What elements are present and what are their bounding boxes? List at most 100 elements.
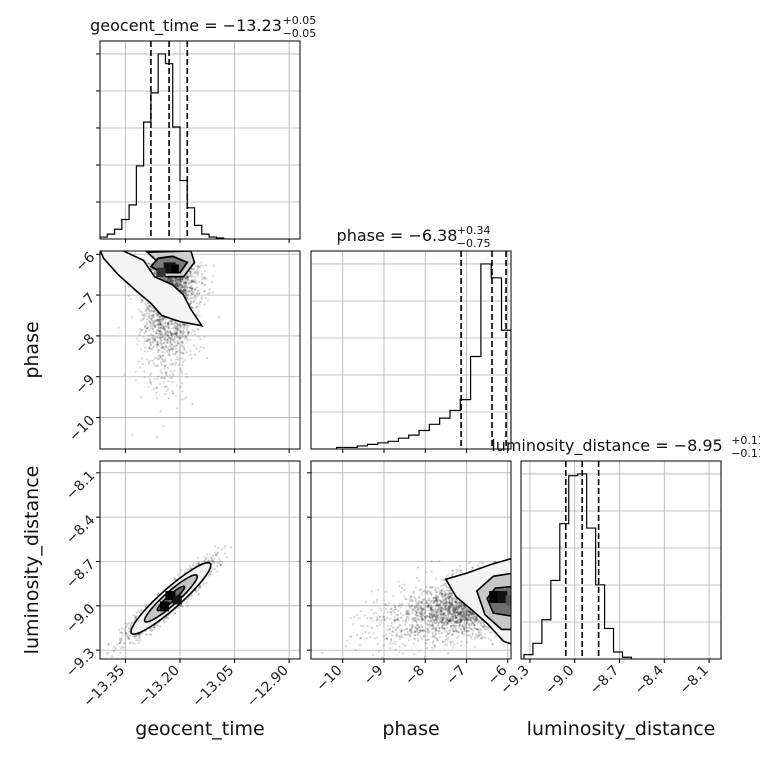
sample-point xyxy=(166,333,169,336)
sample-point xyxy=(159,340,162,343)
sample-point xyxy=(197,266,200,269)
sample-point xyxy=(173,283,176,286)
sample-point xyxy=(195,347,198,350)
sample-point xyxy=(169,341,172,344)
sample-point xyxy=(181,285,184,288)
sample-point xyxy=(174,280,177,283)
sample-point xyxy=(169,341,172,344)
sample-point xyxy=(145,329,148,332)
sample-point xyxy=(181,341,184,345)
sample-point xyxy=(169,280,172,283)
sample-point xyxy=(178,346,181,349)
sample-point xyxy=(155,397,158,400)
sample-point xyxy=(147,362,151,365)
sample-point xyxy=(187,332,190,335)
sample-point xyxy=(159,326,162,329)
sample-point xyxy=(182,281,186,284)
sample-point xyxy=(161,319,164,322)
sample-point xyxy=(223,552,227,555)
sample-point xyxy=(184,280,187,283)
sample-point xyxy=(146,261,149,265)
panel-title-phase: phase = −6.38 xyxy=(337,226,458,245)
sample-point xyxy=(171,362,174,365)
sample-point xyxy=(213,568,217,571)
sample-point xyxy=(149,381,152,384)
sample-point xyxy=(146,337,149,340)
sample-point xyxy=(152,321,156,324)
sample-point xyxy=(162,322,165,326)
sample-point xyxy=(161,358,164,361)
sample-point xyxy=(162,377,166,380)
sample-point xyxy=(159,322,162,325)
sample-point xyxy=(158,321,161,324)
sample-point xyxy=(140,348,143,351)
sample-point xyxy=(175,284,178,287)
sample-point xyxy=(138,339,141,343)
sample-point xyxy=(186,278,189,282)
sample-point xyxy=(150,317,153,321)
sample-point xyxy=(185,351,188,354)
sample-point xyxy=(174,322,177,325)
sample-point xyxy=(163,365,167,368)
sample-point xyxy=(216,570,219,573)
sample-point xyxy=(174,363,177,366)
sample-point xyxy=(159,323,162,326)
sample-point xyxy=(165,341,169,344)
sample-point xyxy=(203,270,206,273)
sample-point xyxy=(186,330,189,334)
sample-point xyxy=(148,321,152,324)
sample-point xyxy=(158,342,162,345)
sample-point xyxy=(197,272,200,275)
sample-point xyxy=(127,637,130,640)
sample-point xyxy=(148,306,151,309)
sample-point xyxy=(181,323,184,326)
sample-point xyxy=(182,291,185,295)
hist-panel-phase: phase = −6.38 +0.34−0.75 xyxy=(310,224,512,453)
sample-point xyxy=(166,366,169,369)
sample-point xyxy=(134,370,137,373)
sample-point xyxy=(168,354,171,357)
sample-point xyxy=(151,337,155,340)
sample-point xyxy=(176,284,179,287)
sample-point xyxy=(177,324,181,327)
sample-point xyxy=(191,292,195,295)
sample-point xyxy=(137,636,140,639)
sample-point xyxy=(164,371,167,375)
sample-point xyxy=(166,338,169,341)
sample-point xyxy=(181,333,184,336)
sample-point xyxy=(164,373,167,376)
sample-point xyxy=(188,289,191,293)
sample-point xyxy=(188,338,192,341)
sample-point xyxy=(175,277,178,280)
panel-frame xyxy=(310,250,512,450)
sample-point xyxy=(166,374,169,377)
sample-point xyxy=(162,355,165,358)
sample-point xyxy=(183,326,186,329)
sample-point xyxy=(159,330,162,333)
panel-frame xyxy=(520,460,722,660)
sample-point xyxy=(149,326,152,330)
sample-point xyxy=(143,332,146,335)
sample-point xyxy=(147,346,151,349)
sample-point xyxy=(144,309,147,312)
sample-point xyxy=(202,276,206,280)
sample-point xyxy=(186,294,190,297)
sample-point xyxy=(146,307,149,311)
sample-point xyxy=(180,284,183,287)
sample-point xyxy=(168,279,171,282)
sample-point xyxy=(159,321,162,324)
sample-point xyxy=(164,332,167,335)
sample-point xyxy=(159,333,162,337)
sample-point xyxy=(199,266,202,269)
sample-point xyxy=(144,303,147,306)
sample-point xyxy=(156,318,159,321)
sample-point xyxy=(153,309,156,313)
sample-point xyxy=(133,636,136,639)
sample-point xyxy=(159,333,163,336)
sample-point xyxy=(160,339,164,342)
sample-point xyxy=(196,271,199,274)
sample-point xyxy=(179,288,182,291)
sample-point xyxy=(162,318,165,321)
sample-point xyxy=(188,290,191,293)
sample-point xyxy=(173,320,176,323)
